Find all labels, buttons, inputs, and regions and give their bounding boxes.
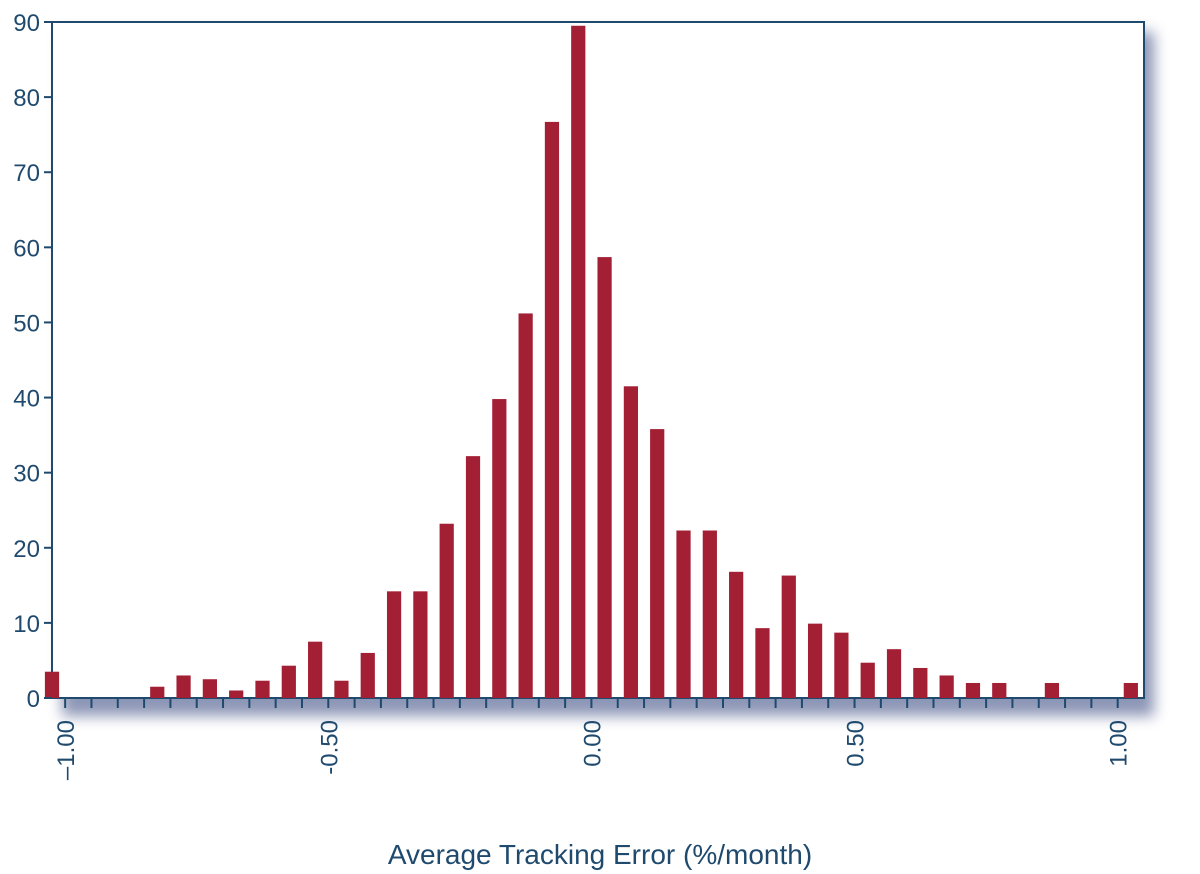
histogram-bar [492,399,507,698]
histogram-bar [150,686,165,698]
x-tick-label: 1.00 [1106,720,1133,767]
x-axis-title: Average Tracking Error (%/month) [388,839,812,870]
x-tick-labels: –1.00 -0.50 0.00 0.50 1.00 [53,720,1133,780]
histogram-bar [308,641,323,698]
histogram-bar [229,690,244,698]
y-tick-label: 60 [13,235,40,262]
histogram-bar [886,649,902,698]
histogram-bar [939,675,954,698]
histogram-bar [860,662,875,698]
histogram-bar [1044,682,1060,698]
histogram-bar [834,632,849,698]
histogram-bar [623,386,638,698]
x-tick-label: 0.00 [579,720,606,767]
y-tick-label: 80 [13,85,40,112]
y-tick-label: 40 [13,386,40,413]
histogram-bar [255,680,270,698]
y-tick-label: 10 [13,611,40,638]
histogram-bar [913,667,928,698]
histogram-bar [650,429,665,698]
x-tick-label: 0.50 [843,720,870,767]
y-tick-marks [44,21,52,699]
histogram-bar [597,257,612,698]
histogram-bar [386,591,402,698]
histogram-bar [334,680,349,698]
y-tick-label: 70 [13,160,40,187]
y-tick-label: 20 [13,536,40,563]
histogram-bar [755,628,770,698]
histogram-bar [1123,682,1138,698]
histogram-bar [807,623,823,698]
histogram-bar [202,679,217,698]
histogram-bar [176,675,191,698]
y-tick-label: 90 [13,10,40,37]
histogram-bar [360,652,375,698]
histogram-bar [44,671,60,698]
histogram-bar [413,591,428,698]
y-tick-labels: 0 10 20 30 40 50 60 70 80 90 [13,10,40,713]
histogram-bar [702,530,717,698]
x-minor-ticks [64,698,1119,708]
histogram-bar [281,665,296,698]
histogram-bar [518,313,533,698]
histogram-bar [781,575,796,698]
histogram-bar [992,682,1007,698]
histogram-bar [965,682,981,698]
histogram-bar [439,523,454,698]
histogram-bar [676,530,691,698]
y-tick-label: 0 [27,686,40,713]
y-tick-label: 50 [13,310,40,337]
histogram-bar [729,571,744,698]
x-tick-label: -0.50 [316,720,343,775]
histogram-bar [544,121,560,698]
x-tick-label: –1.00 [53,720,80,780]
histogram-bar [465,456,481,698]
histogram-bar [571,25,586,698]
bar-series [44,25,1138,698]
y-tick-label: 30 [13,461,40,488]
